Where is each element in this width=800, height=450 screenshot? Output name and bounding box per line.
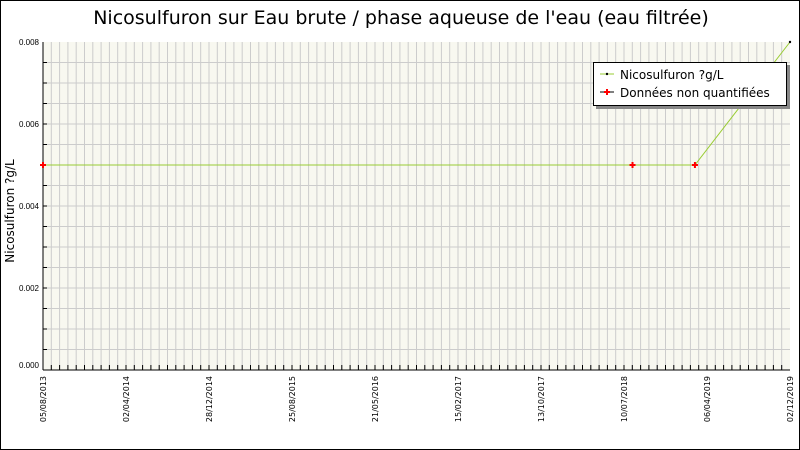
x-tick-label: 10/07/2018: [620, 376, 629, 422]
x-tick-label: 02/04/2014: [122, 376, 131, 422]
legend-label: Données non quantifiées: [620, 86, 770, 100]
x-tick-label: 02/12/2019: [786, 376, 795, 422]
non-quantified-point: [691, 162, 698, 168]
y-axis-label: Nicosulfuron ?g/L: [3, 159, 17, 263]
x-tick-label: 05/08/2013: [39, 376, 48, 422]
legend-line-marker-icon: [600, 69, 614, 79]
legend-item-quantified: Nicosulfuron ?g/L: [600, 66, 723, 84]
y-tick-label: 0.008: [19, 38, 40, 47]
y-tick-label: 0.000: [19, 361, 40, 370]
non-quantified-point: [40, 162, 46, 168]
x-tick-label: 28/12/2014: [205, 376, 214, 422]
data-point: [788, 40, 792, 44]
x-tick-label: 06/04/2019: [703, 376, 712, 422]
legend-item-non-quantified: Données non quantifiées: [600, 84, 770, 102]
y-tick-label: 0.004: [19, 202, 40, 211]
legend-red-marker-icon: [600, 87, 614, 97]
legend: Nicosulfuron ?g/L Données non quantifiée…: [593, 62, 787, 106]
chart-title: Nicosulfuron sur Eau brute / phase aqueu…: [93, 7, 709, 29]
y-tick-label: 0.006: [19, 120, 40, 129]
legend-label: Nicosulfuron ?g/L: [620, 68, 724, 82]
y-tick-label: 0.002: [19, 284, 40, 293]
non-quantified-point: [629, 162, 636, 168]
x-tick-label: 25/08/2015: [288, 376, 297, 422]
x-tick-label: 15/02/2017: [454, 376, 463, 422]
x-tick-label: 21/05/2016: [371, 376, 380, 422]
x-tick-label: 13/10/2017: [537, 376, 546, 422]
